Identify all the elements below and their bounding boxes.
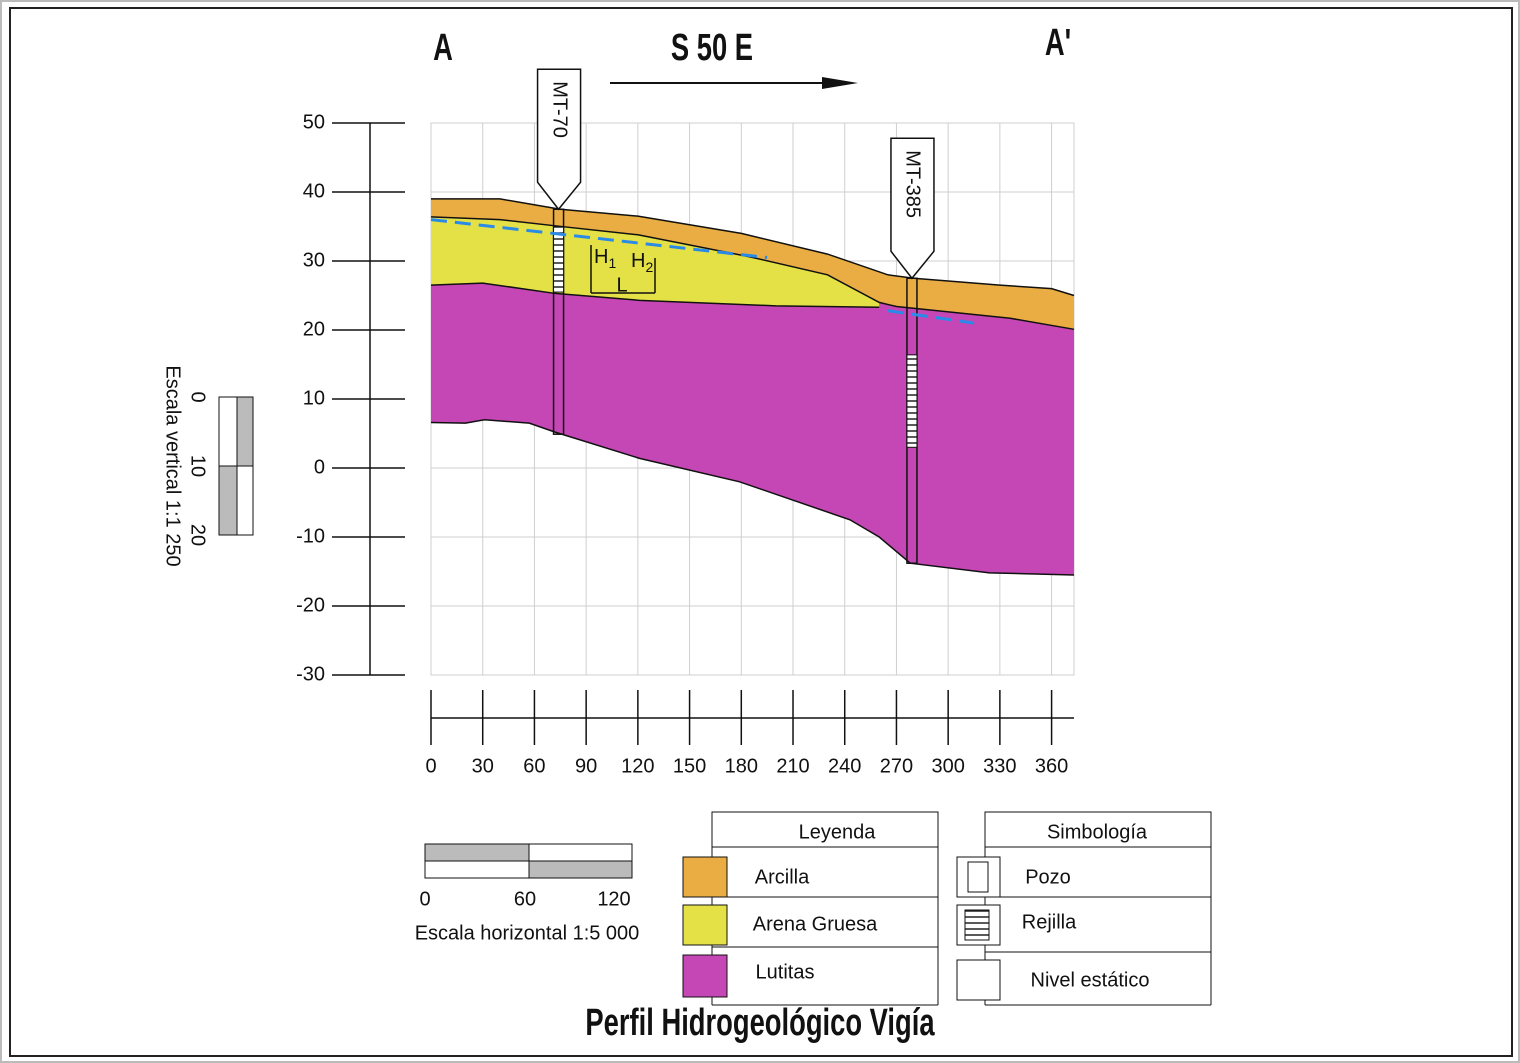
vertical-scale-tick: 0 (187, 391, 209, 402)
section-end: A' (1045, 22, 1071, 64)
x-tick-label: 330 (983, 755, 1016, 777)
vertical-scale-fill (218, 465, 238, 536)
well-screen (906, 354, 918, 448)
symbology-item: Rejilla (1022, 911, 1077, 933)
horizontal-scale-fill (528, 860, 633, 879)
y-tick-label: 30 (303, 249, 325, 271)
horizontal-scale-tick: 120 (597, 888, 630, 910)
well-tag (890, 137, 935, 280)
y-tick-label: 10 (303, 387, 325, 409)
frame (9, 7, 1513, 1057)
x-tick-label: 0 (425, 755, 436, 777)
legend: Leyenda Arcilla Arena Gruesa Lutitas (682, 811, 939, 1006)
section-start: A (433, 27, 453, 69)
water-table (887, 309, 975, 325)
vertical-scale-label: Escala vertical 1:1 250 (162, 365, 184, 566)
gradient-annotation: H1 H2 L (590, 245, 656, 296)
horizontal-scale-fill (424, 843, 530, 862)
boundary (430, 418, 1075, 576)
y-tick-label: 50 (303, 111, 325, 133)
x-tick-label: 240 (828, 755, 861, 777)
well-name: MT-70 (548, 81, 570, 138)
y-tick-label: -30 (296, 663, 325, 685)
arrow-head (822, 77, 858, 89)
x-tick-label: 180 (725, 755, 758, 777)
legend-swatch (682, 954, 728, 998)
symbology-item: Pozo (1025, 866, 1071, 888)
y-tick-label: -10 (296, 525, 325, 547)
legend-swatch (682, 856, 728, 898)
vertical-scale-fill (236, 396, 254, 467)
horizontal-scale-tick: 0 (419, 888, 430, 910)
layer-arcilla (431, 198, 1074, 330)
x-tick-label: 90 (575, 755, 597, 777)
x-tick-label: 30 (472, 755, 494, 777)
well-screen (553, 226, 565, 293)
y-tick-label: 0 (314, 456, 325, 478)
vertical-scale-tick: 20 (187, 524, 209, 546)
boundary (430, 216, 1075, 331)
l-label: L (616, 274, 627, 296)
symbology-item: Nivel estático (1031, 969, 1150, 991)
vertical-scale-tick: 10 (187, 455, 209, 477)
legend-item: Arena Gruesa (753, 913, 878, 935)
legend-title: Leyenda (799, 821, 877, 843)
y-tick-label: 20 (303, 318, 325, 340)
well-tag (536, 68, 582, 211)
symbology-title: Simbología (1047, 821, 1148, 843)
x-tick-label: 270 (880, 755, 913, 777)
h1-label: H1 (594, 246, 616, 270)
x-tick-label: 60 (523, 755, 545, 777)
y-tick-label: -20 (296, 594, 325, 616)
title: Perfil Hidrogeológico Vigía (585, 1002, 935, 1044)
boundary (431, 198, 1075, 297)
legend-item: Lutitas (756, 961, 815, 983)
legend-swatch (682, 904, 728, 946)
well-name: MT-385 (902, 150, 924, 218)
horizontal-scale-tick: 60 (514, 888, 536, 910)
direction: S 50 E (671, 27, 753, 69)
x-tick-label: 360 (1035, 755, 1068, 777)
layer-lutitas (431, 216, 1074, 575)
horizontal-scale-label: Escala horizontal 1:5 000 (415, 922, 640, 944)
symbology: Simbología Pozo Rejilla Nivel estático (956, 811, 1212, 1006)
x-tick-label: 300 (931, 755, 964, 777)
x-tick-label: 150 (673, 755, 706, 777)
boundary (430, 282, 880, 308)
h2-label: H2 (631, 250, 653, 274)
x-tick-label: 120 (621, 755, 654, 777)
x-tick-label: 210 (776, 755, 809, 777)
water-table (430, 218, 768, 260)
legend-item: Arcilla (755, 866, 810, 888)
y-tick-label: 40 (303, 180, 325, 202)
